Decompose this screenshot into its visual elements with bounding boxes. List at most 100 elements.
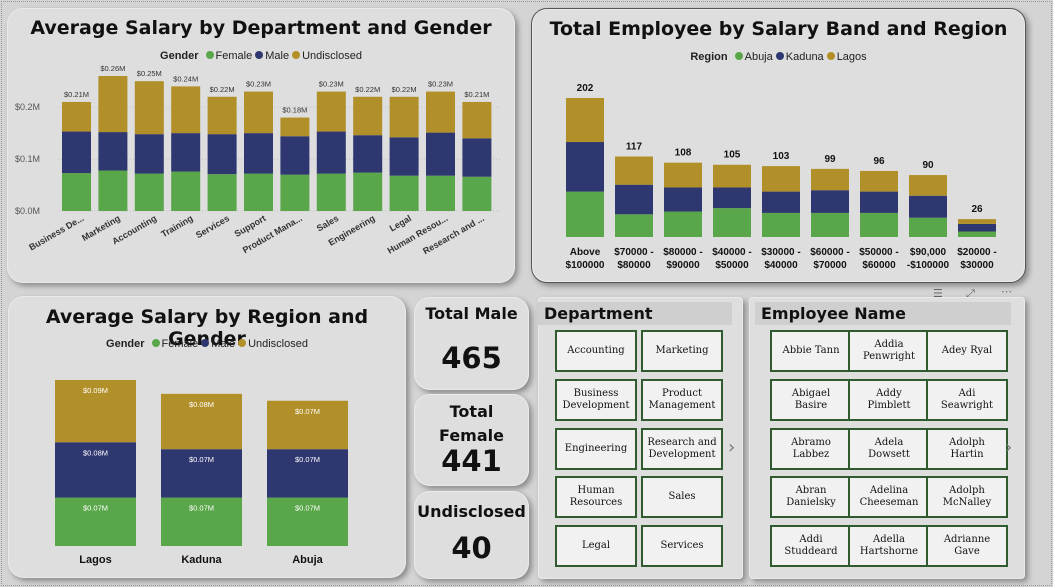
bar-segment-female[interactable] <box>62 173 91 211</box>
legend-male[interactable]: Male <box>211 338 236 350</box>
bar-segment-male[interactable] <box>55 442 136 498</box>
bar-segment-male[interactable] <box>171 133 201 172</box>
slicer-tile[interactable]: Human Resources <box>555 476 637 519</box>
slicer-tile[interactable]: Adolph McNalley <box>926 476 1008 519</box>
bar-segment-kaduna[interactable] <box>762 191 800 213</box>
focus-mode-icon[interactable]: ⤢ <box>966 287 975 300</box>
bar-segment-lagos[interactable] <box>860 170 898 192</box>
bar-segment-lagos[interactable] <box>615 156 653 185</box>
slicer-tile[interactable]: Adey Ryal <box>926 330 1008 372</box>
bar-segment-female[interactable] <box>171 171 201 211</box>
slicer-tile[interactable]: Adelina Cheeseman <box>848 476 930 519</box>
slicer-tile[interactable]: Abran Danielsky <box>770 476 852 519</box>
bar-segment-undisclosed[interactable] <box>161 393 242 450</box>
region-salary-chart[interactable]: $0.07M $0.08M $0.09M Lagos $0.07M $0.07M $0.08… <box>8 296 406 578</box>
legend-male[interactable]: Male <box>265 50 290 62</box>
bar-segment-male[interactable] <box>267 449 348 498</box>
legend-lagos[interactable]: Lagos <box>836 51 867 63</box>
bar-segment-female[interactable] <box>161 497 242 546</box>
bar-segment-kaduna[interactable] <box>860 191 898 213</box>
bar-segment-lagos[interactable] <box>811 168 849 191</box>
bar-segment-lagos[interactable] <box>566 98 604 143</box>
bar-segment-male[interactable] <box>134 134 164 174</box>
bar-segment-female[interactable] <box>316 173 346 211</box>
band-chart-legend[interactable]: Region Abuja Kaduna Lagos <box>532 51 1025 63</box>
bar-segment-female[interactable] <box>55 497 136 546</box>
salary-band-card[interactable]: Total Employee by Salary Band and Region… <box>531 8 1026 283</box>
bar-segment-male[interactable] <box>244 133 273 174</box>
bar-segment-kaduna[interactable] <box>664 187 702 212</box>
bar-segment-female[interactable] <box>98 170 128 212</box>
bar-segment-undisclosed[interactable] <box>55 380 136 443</box>
bar-segment-kaduna[interactable] <box>615 184 653 215</box>
bar-segment-female[interactable] <box>207 174 237 211</box>
slicer-tile[interactable]: Marketing <box>641 330 723 372</box>
bar-segment-abuja[interactable] <box>909 217 947 237</box>
bar-segment-abuja[interactable] <box>860 212 898 237</box>
employee-slicer-card[interactable]: Employee Name Abbie Tann Addia Penwright Ad… <box>749 297 1025 579</box>
bar-segment-male[interactable] <box>62 131 91 174</box>
bar-segment-abuja[interactable] <box>664 211 702 237</box>
bar-segment-abuja[interactable] <box>958 231 996 237</box>
bar-segment-male[interactable] <box>353 135 383 173</box>
chevron-right-icon[interactable]: › <box>728 437 736 458</box>
bar-segment-undisclosed[interactable] <box>134 81 164 135</box>
bar-segment-undisclosed[interactable] <box>98 76 128 133</box>
legend-undisclosed[interactable]: Undisclosed <box>248 338 308 350</box>
department-slicer-card[interactable]: Department Accounting Marketing Business De… <box>538 297 743 579</box>
slicer-tile[interactable]: Research and Development <box>641 427 723 470</box>
slicer-tile[interactable]: Adrianne Gave <box>926 525 1008 568</box>
bar-segment-undisclosed[interactable] <box>316 91 346 132</box>
slicer-tile[interactable]: Services <box>641 525 723 568</box>
slicer-tile[interactable]: Engineering <box>555 427 637 470</box>
bar-segment-undisclosed[interactable] <box>353 96 383 136</box>
legend-female[interactable]: Female <box>161 338 199 350</box>
bar-segment-abuja[interactable] <box>811 212 849 237</box>
legend-undisclosed[interactable]: Undisclosed <box>302 50 362 62</box>
bar-segment-female[interactable] <box>134 173 164 211</box>
bar-segment-undisclosed[interactable] <box>62 101 91 132</box>
slicer-tile[interactable]: Addi Studdeard <box>770 525 852 568</box>
region-salary-card[interactable]: Average Salary by Region and Gender Gend… <box>8 296 406 578</box>
legend-abuja[interactable]: Abuja <box>744 51 773 63</box>
bar-segment-lagos[interactable] <box>909 175 947 196</box>
bar-segment-male[interactable] <box>207 134 237 175</box>
bar-segment-kaduna[interactable] <box>909 195 947 218</box>
slicer-tile[interactable]: Adela Dowsett <box>848 427 930 470</box>
bar-segment-female[interactable] <box>426 175 455 211</box>
legend-female[interactable]: Female <box>215 50 253 62</box>
bar-segment-female[interactable] <box>389 175 419 211</box>
bar-segment-undisclosed[interactable] <box>171 86 201 134</box>
bar-segment-abuja[interactable] <box>566 191 604 237</box>
slicer-tile[interactable]: Addia Penwright <box>848 330 930 372</box>
bar-segment-undisclosed[interactable] <box>462 101 492 139</box>
slicer-tile[interactable]: Abigael Basire <box>770 378 852 421</box>
slicer-tile[interactable]: Abramo Labbez <box>770 427 852 470</box>
bar-segment-kaduna[interactable] <box>566 142 604 192</box>
slicer-tile[interactable]: Sales <box>641 476 723 519</box>
slicer-tile[interactable]: Accounting <box>555 330 637 372</box>
slicer-tile[interactable]: Addy Pimblett <box>848 378 930 421</box>
bar-segment-male[interactable] <box>316 131 346 174</box>
bar-segment-lagos[interactable] <box>664 162 702 188</box>
bar-segment-lagos[interactable] <box>762 166 800 192</box>
bar-segment-female[interactable] <box>353 172 383 211</box>
bar-segment-lagos[interactable] <box>958 219 996 224</box>
slicer-tile[interactable]: Legal <box>555 525 637 568</box>
dept-salary-card[interactable]: Average Salary by Department and Gender … <box>7 8 515 283</box>
bar-segment-abuja[interactable] <box>713 208 751 237</box>
legend-kaduna[interactable]: Kaduna <box>785 51 824 63</box>
bar-segment-abuja[interactable] <box>615 214 653 237</box>
bar-segment-female[interactable] <box>462 176 492 211</box>
slicer-tile[interactable]: Abbie Tann <box>770 330 852 372</box>
bar-segment-male[interactable] <box>161 449 242 498</box>
dept-chart-legend[interactable]: Gender Female Male Undisclosed <box>7 50 515 62</box>
slicer-tile[interactable]: Adolph Hartin <box>926 427 1008 470</box>
filter-icon[interactable]: ☰ <box>933 287 943 300</box>
bar-segment-male[interactable] <box>389 137 419 176</box>
slicer-tile[interactable]: Product Management <box>641 378 723 421</box>
region-chart-legend[interactable]: Gender Female Male Undisclosed <box>8 338 406 350</box>
bar-segment-male[interactable] <box>280 136 310 175</box>
bar-segment-lagos[interactable] <box>713 164 751 188</box>
slicer-tile[interactable]: Adella Hartshorne <box>848 525 930 568</box>
